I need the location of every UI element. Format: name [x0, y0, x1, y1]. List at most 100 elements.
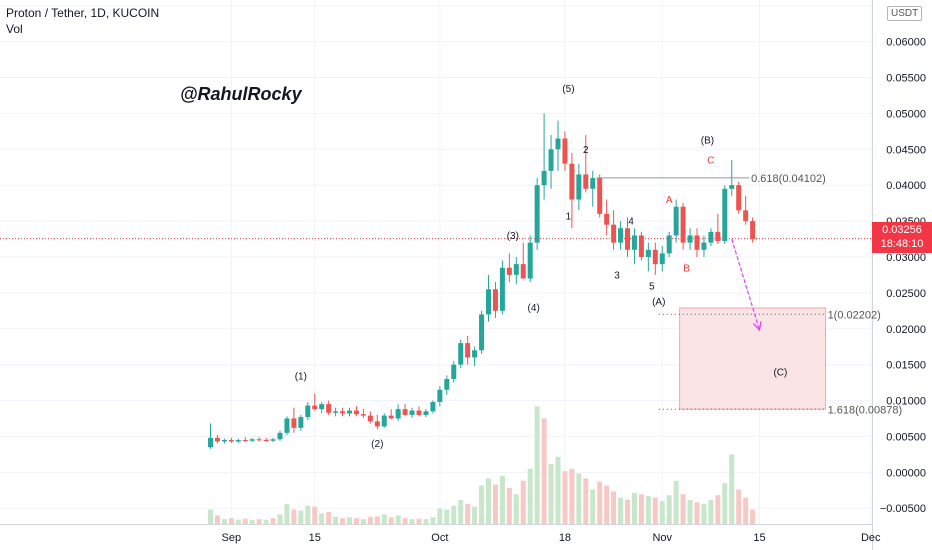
volume-bar: [743, 497, 749, 524]
candle-body: [298, 417, 304, 428]
candle-body: [708, 231, 714, 243]
volume-bar: [458, 500, 464, 524]
volume-bar: [277, 514, 283, 524]
volume-bar: [465, 503, 471, 524]
candle-body: [492, 289, 498, 311]
volume-bar: [214, 515, 220, 524]
candle-body: [562, 138, 568, 164]
volume-bar: [611, 491, 617, 524]
volume-bar: [534, 406, 540, 524]
candle-body: [590, 178, 596, 189]
candle-body: [597, 178, 603, 214]
volume-bar: [548, 464, 554, 524]
target-zone-rect: [679, 307, 827, 410]
candle-body: [256, 439, 262, 441]
volume-bar: [326, 512, 332, 524]
volume-bar: [270, 518, 276, 524]
volume-bar: [701, 503, 707, 524]
volume-bar: [729, 454, 735, 524]
candle-body: [736, 185, 742, 211]
candle-body: [458, 343, 464, 365]
candle-body: [388, 415, 394, 419]
volume-bar: [423, 519, 429, 524]
volume-bar: [256, 519, 262, 524]
currency-unit-badge[interactable]: USDT: [887, 6, 923, 21]
candle-body: [701, 242, 707, 250]
candle-body: [569, 163, 575, 200]
candle-body: [479, 314, 485, 351]
volume-bar: [715, 495, 721, 524]
x-tick-label: 15: [753, 532, 765, 544]
volume-bar: [291, 509, 297, 524]
volume-bar: [527, 468, 533, 524]
volume-bar: [360, 519, 366, 524]
x-tick-label: Sep: [222, 532, 242, 544]
candle-body: [486, 289, 491, 315]
x-tick-label: Oct: [431, 532, 448, 544]
volume-bar: [597, 481, 603, 524]
candle-body: [555, 138, 561, 150]
volume-bar: [569, 468, 575, 524]
y-tick-label: 0.04000: [886, 180, 926, 192]
wave-label: A: [666, 195, 673, 206]
volume-bar: [513, 494, 519, 524]
candle-body: [326, 404, 332, 413]
volume-bar: [298, 510, 304, 524]
y-tick-label: 0.02000: [886, 324, 926, 336]
volume-bar: [645, 496, 651, 524]
volume-bar: [367, 516, 373, 524]
volume-bar: [680, 494, 686, 524]
candle-body: [604, 213, 610, 225]
candle-body: [402, 409, 408, 415]
projection-arrow-head: [753, 321, 762, 332]
candle-body: [360, 414, 366, 416]
wave-label: (2): [371, 439, 383, 450]
volume-bar: [520, 480, 526, 524]
candle-body: [666, 235, 672, 254]
volume-bar: [402, 518, 408, 524]
volume-bar: [631, 492, 637, 524]
candle-body: [513, 264, 519, 275]
volume-indicator-label: Vol: [6, 22, 23, 36]
candle-body: [687, 235, 693, 243]
volume-bar: [541, 418, 547, 524]
candle-body: [451, 364, 457, 380]
volume-bar: [249, 520, 255, 524]
wave-label: (A): [652, 297, 665, 308]
volume-bar: [374, 516, 380, 524]
wave-label: 3: [614, 271, 620, 282]
volume-bar: [235, 519, 241, 524]
volume-bar: [736, 489, 742, 524]
candle-body: [645, 249, 651, 257]
candle-body: [221, 440, 227, 442]
candle-body: [729, 185, 735, 189]
y-tick-label: 0.05000: [886, 108, 926, 120]
candle-body: [430, 401, 436, 412]
candle-body: [249, 439, 255, 441]
volume-bar: [353, 518, 359, 524]
candle-body: [611, 224, 617, 243]
candle-body: [270, 439, 276, 441]
volume-bar: [444, 509, 450, 524]
candle-body: [576, 174, 582, 200]
volume-bar: [319, 513, 325, 524]
candle-body: [214, 437, 220, 442]
wave-label: (B): [701, 136, 714, 147]
volume-bar: [388, 517, 394, 524]
volume-bar: [506, 488, 512, 524]
candle-body: [506, 267, 512, 275]
candle-body: [235, 440, 241, 442]
candle-body: [534, 185, 540, 243]
candle-body: [277, 432, 283, 440]
volume-bar: [673, 480, 679, 524]
volume-bar: [722, 483, 728, 524]
candle-body: [208, 437, 213, 448]
candle-body: [652, 249, 658, 265]
x-tick-label: 15: [309, 532, 321, 544]
candle-body: [423, 411, 429, 415]
wave-label: (4): [528, 303, 540, 314]
wave-label: 4: [628, 217, 634, 228]
volume-bar: [263, 519, 269, 524]
last-price-badge: 0.03256 18:48:10: [872, 222, 932, 253]
